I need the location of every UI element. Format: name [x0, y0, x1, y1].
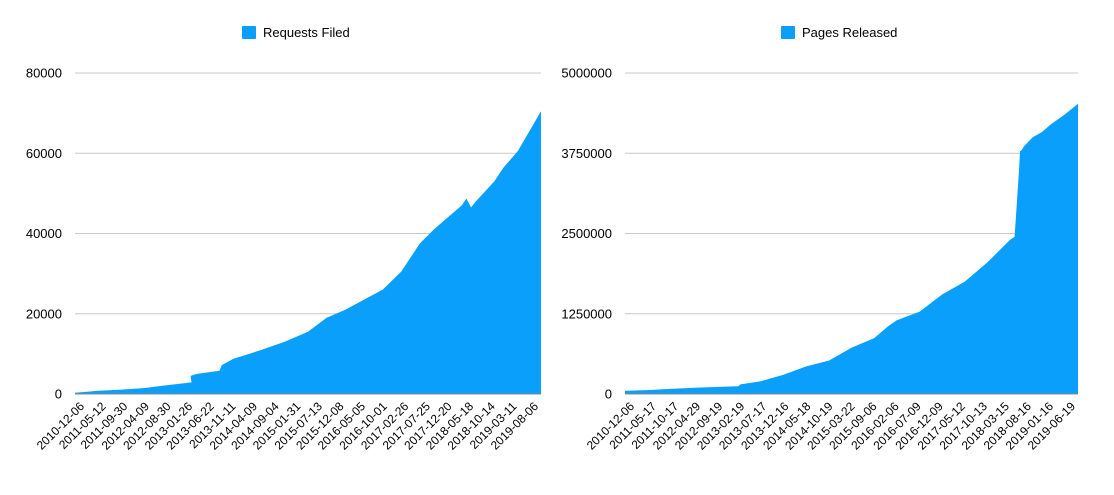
y-tick-label: 20000: [26, 306, 62, 321]
legend-label: Pages Released: [802, 25, 897, 40]
y-tick-label: 0: [55, 387, 62, 402]
area-series: [75, 111, 541, 394]
y-tick-label: 40000: [26, 226, 62, 241]
area-series: [625, 103, 1078, 395]
y-tick-label: 3750000: [561, 146, 612, 161]
legend-swatch: [781, 26, 795, 39]
y-tick-label: 0: [605, 387, 612, 402]
legend-swatch: [242, 26, 256, 39]
legend-label: Requests Filed: [263, 25, 350, 40]
y-tick-label: 2500000: [561, 226, 612, 241]
y-tick-label: 60000: [26, 146, 62, 161]
y-tick-label: 1250000: [561, 306, 612, 321]
y-tick-label: 5000000: [561, 66, 612, 81]
y-tick-label: 80000: [26, 66, 62, 81]
